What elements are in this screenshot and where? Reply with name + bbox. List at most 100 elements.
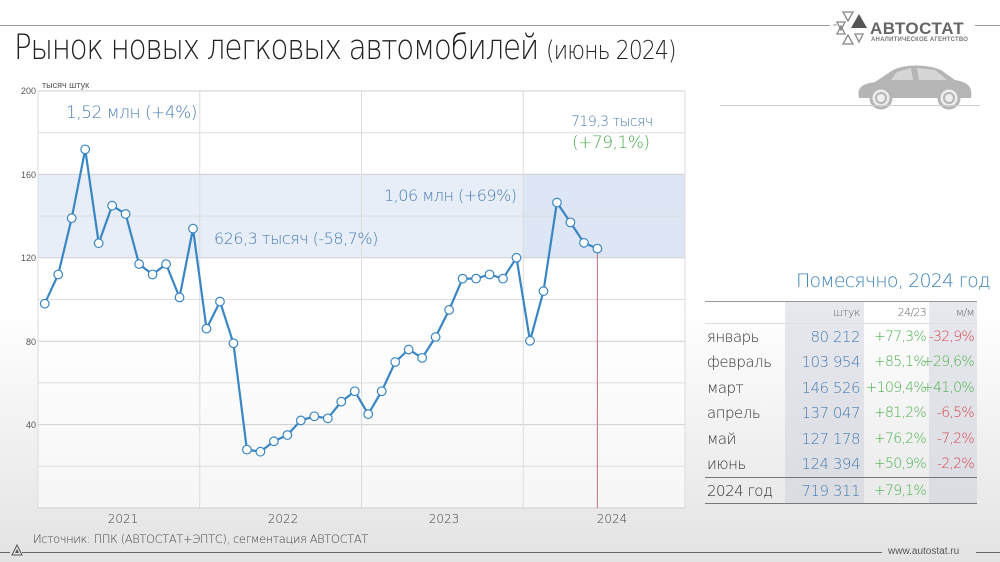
x-tick-2021: 2021 xyxy=(107,512,139,526)
title-main: Рынок новых легковых автомобилей xyxy=(14,28,539,68)
row-mom: -2,2% xyxy=(929,451,977,477)
table-total-row: 2024 год 719 311 +79,1% xyxy=(705,477,977,504)
row-month: апрель xyxy=(707,404,761,423)
row-month: июнь xyxy=(707,455,746,474)
data-point xyxy=(295,415,306,426)
table-header-row: штук 24/23 м/м xyxy=(705,302,977,324)
row-yoy: +77,3% xyxy=(873,328,927,345)
data-point xyxy=(39,298,50,309)
data-point xyxy=(66,213,77,224)
data-point xyxy=(201,323,212,334)
y-tick-120: 120 xyxy=(20,253,36,263)
logo-name: АВТОСТАТ xyxy=(870,19,965,38)
table-row: февраль 103 954 +85,1% +29,6% xyxy=(705,349,977,375)
data-point xyxy=(430,332,441,342)
data-point xyxy=(525,335,535,346)
autostat-small-logo-icon xyxy=(11,544,23,556)
data-point xyxy=(417,352,428,363)
row-month: январь xyxy=(707,327,760,346)
page-title: Рынок новых легковых автомобилей (июнь 2… xyxy=(14,28,677,68)
data-point xyxy=(228,338,239,349)
total-yoy: +79,1% xyxy=(873,482,927,499)
data-point xyxy=(282,430,293,440)
data-point xyxy=(53,269,64,280)
data-point xyxy=(552,197,562,208)
logo-tagline: АНАЛИТИЧЕСКОЕ АГЕНТСТВО xyxy=(871,37,969,43)
data-point xyxy=(511,252,522,263)
data-point xyxy=(592,243,603,254)
data-point xyxy=(376,386,387,397)
annotation-2022: 626,3 тысяч (-58,7%) xyxy=(214,229,378,248)
y-tick-200: 200 xyxy=(20,86,36,96)
row-units: 124 394 xyxy=(785,451,864,477)
row-month: февраль xyxy=(707,353,772,372)
row-month: март xyxy=(707,378,744,397)
y-axis-unit-label: тысяч штук xyxy=(42,80,90,90)
data-point xyxy=(242,444,252,455)
x-tick-2023: 2023 xyxy=(428,512,460,526)
data-point xyxy=(134,259,144,269)
source-note: Источник: ППК (АВТОСТАТ+ЭПТС), сегментац… xyxy=(33,532,368,546)
title-period: (июнь 2024) xyxy=(546,36,676,66)
row-yoy: +50,9% xyxy=(873,456,927,473)
data-point xyxy=(161,259,171,269)
data-point xyxy=(484,269,495,280)
row-mom: -7,2% xyxy=(929,426,977,452)
row-month: май xyxy=(707,429,736,448)
data-point xyxy=(215,296,225,307)
table-row: май 127 178 +76,2% -7,2% xyxy=(705,426,977,452)
annotation-2021: 1,52 млн (+4%) xyxy=(66,103,197,123)
footer-rule-left xyxy=(0,552,10,553)
row-yoy: +76,2% xyxy=(873,430,927,447)
data-point xyxy=(471,273,481,284)
row-mom: +41,0% xyxy=(922,375,977,401)
x-tick-2022: 2022 xyxy=(267,512,299,526)
data-point xyxy=(457,273,468,284)
data-point xyxy=(322,413,333,424)
row-units: 80 212 xyxy=(785,324,864,350)
data-point xyxy=(268,436,279,447)
data-point xyxy=(363,409,374,420)
data-point xyxy=(174,292,185,303)
data-point xyxy=(93,238,104,249)
row-mom: -6,5% xyxy=(929,400,977,426)
table-row: январь 80 212 +77,3% -32,9% xyxy=(705,324,977,350)
monthly-table: штук 24/23 м/м январь 80 212 +77,3% -32,9% ф… xyxy=(705,301,977,504)
row-mom: -32,9% xyxy=(929,324,977,350)
table-row: июнь 124 394 +50,9% -2,2% xyxy=(705,451,977,477)
y-tick-40: 40 xyxy=(25,420,36,430)
data-point xyxy=(390,357,401,367)
table-title: Помесячно, 2024 год xyxy=(796,270,991,292)
data-point xyxy=(444,305,455,315)
data-point xyxy=(349,386,360,397)
data-point xyxy=(336,396,347,407)
site-link[interactable]: www.autostat.ru xyxy=(888,546,960,557)
data-point xyxy=(255,446,266,457)
annotation-2023: 1,06 млн (+69%) xyxy=(384,186,517,205)
total-label: 2024 год xyxy=(707,481,773,500)
table-row: апрель 137 047 +81,2% -6,5% xyxy=(705,400,977,426)
top-rule-right xyxy=(975,25,1000,26)
x-tick-2024: 2024 xyxy=(596,512,628,526)
row-yoy: +81,2% xyxy=(873,405,927,422)
data-point xyxy=(120,209,131,219)
y-tick-160: 160 xyxy=(20,170,36,180)
header-units: штук xyxy=(785,302,864,323)
footer-rule-right xyxy=(976,552,1000,553)
row-units: 127 178 xyxy=(785,426,864,452)
data-point xyxy=(565,217,576,228)
data-point xyxy=(498,273,508,284)
total-units: 719 311 xyxy=(785,478,864,503)
y-tick-80: 80 xyxy=(25,337,36,347)
annotation-2024-change: (+79,1%) xyxy=(572,133,650,153)
data-point xyxy=(538,286,549,297)
top-rule xyxy=(0,25,830,26)
data-point xyxy=(107,200,118,211)
data-point xyxy=(188,223,198,234)
car-rule xyxy=(720,105,980,106)
row-units: 103 954 xyxy=(785,349,864,375)
row-units: 137 047 xyxy=(785,400,864,426)
footer-rule xyxy=(22,552,882,553)
row-units: 146 526 xyxy=(785,375,864,401)
